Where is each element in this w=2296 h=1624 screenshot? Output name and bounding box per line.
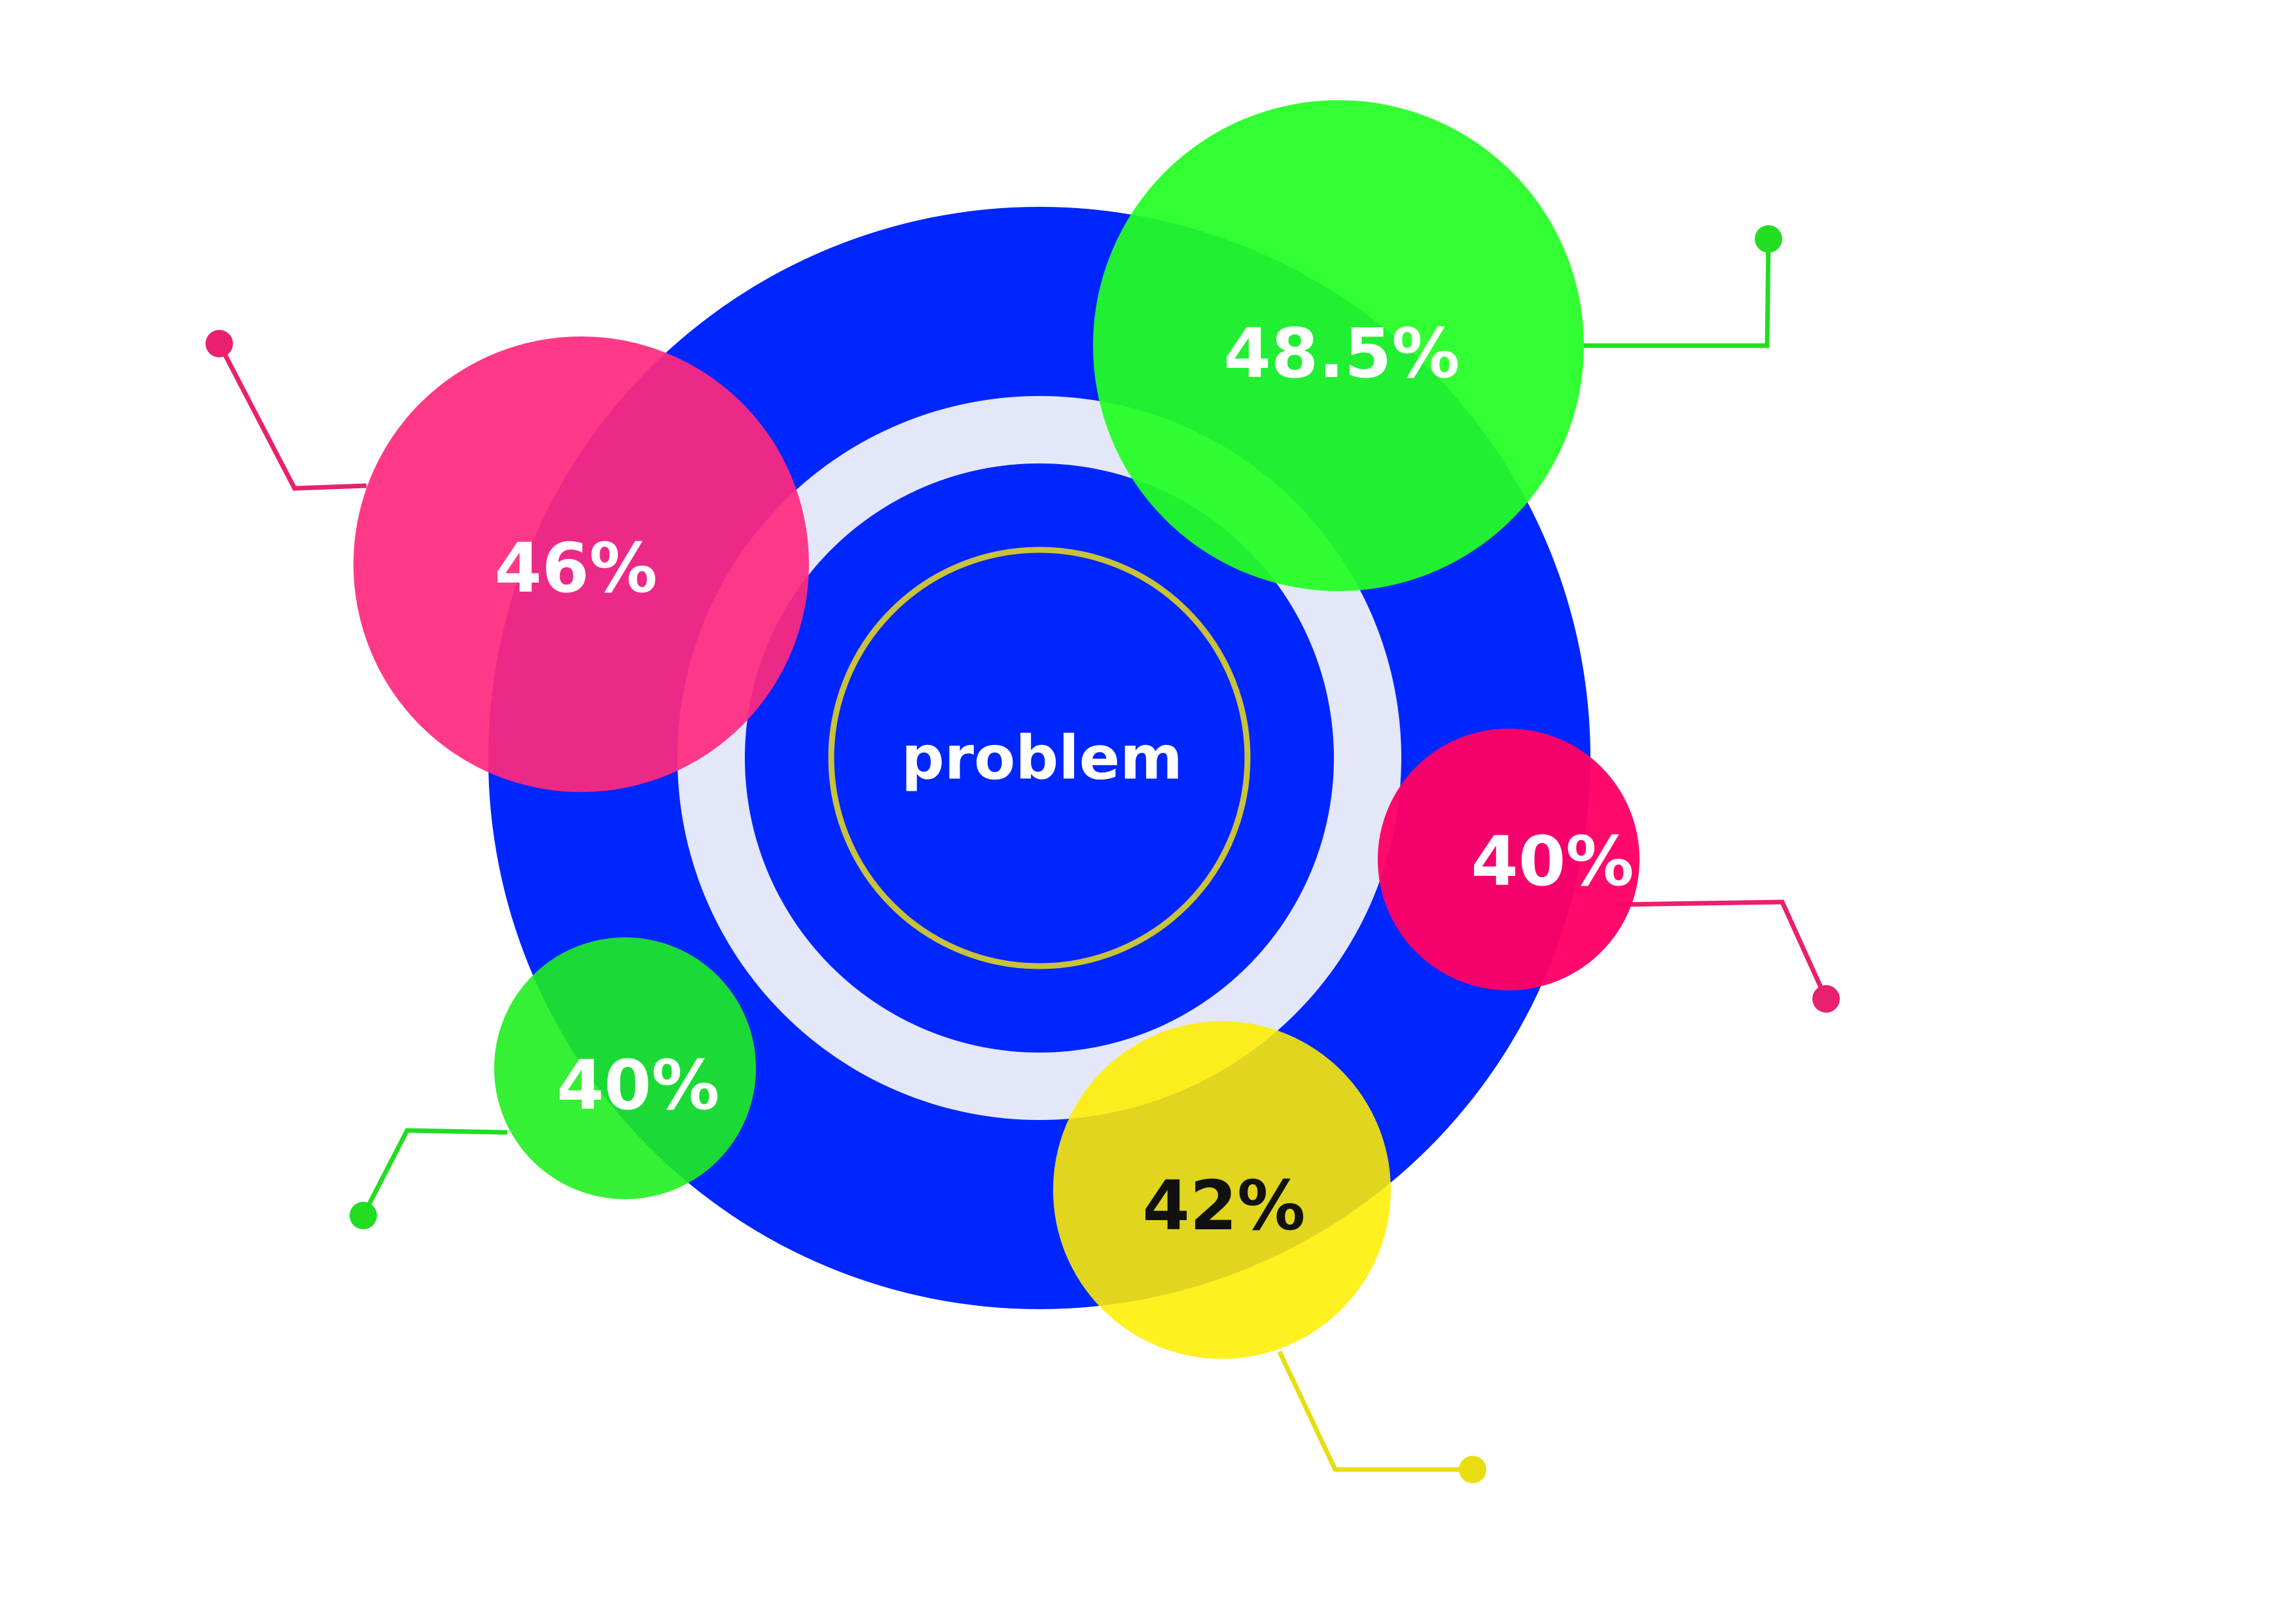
connector-dot-right <box>1812 985 1840 1013</box>
bubble-bottom-label: 42% <box>1143 1166 1306 1246</box>
bubble-bottom: 42% <box>1053 1021 1391 1359</box>
bubble-right-circle <box>1378 729 1640 990</box>
bubble-bottom-circle <box>1053 1021 1391 1359</box>
center-label: problem <box>901 723 1183 793</box>
bubbles: 48.5% 46% 40% 40% 42% <box>353 100 1640 1359</box>
connector-bottom-left <box>361 1128 508 1217</box>
bubble-left: 46% <box>353 336 809 792</box>
bubble-bottom-left-label: 40% <box>557 1045 720 1125</box>
connector-bottom <box>1277 1350 1473 1472</box>
connector-top-right <box>1584 238 1771 348</box>
connector-left <box>217 342 367 491</box>
connector-dot-top-right <box>1755 225 1782 253</box>
bubble-top-right: 48.5% <box>1093 100 1584 591</box>
inner-outline-ring <box>828 547 1251 969</box>
bubble-top-right-label: 48.5% <box>1224 314 1460 393</box>
bubble-left-label: 46% <box>495 528 658 608</box>
bubble-right: 40% <box>1378 729 1640 990</box>
connector-dot-bottom <box>1459 1456 1486 1483</box>
bubble-top-right-circle <box>1093 100 1584 591</box>
connector-lines <box>206 225 1840 1483</box>
bubble-right-label: 40% <box>1471 821 1634 901</box>
bubble-bottom-left: 40% <box>494 937 756 1199</box>
bubble-left-circle <box>353 336 809 792</box>
bubble-bottom-left-circle <box>494 937 756 1199</box>
connector-right <box>1616 899 1829 1000</box>
connector-dot-bottom-left <box>350 1202 377 1229</box>
connector-dot-left <box>206 330 233 357</box>
